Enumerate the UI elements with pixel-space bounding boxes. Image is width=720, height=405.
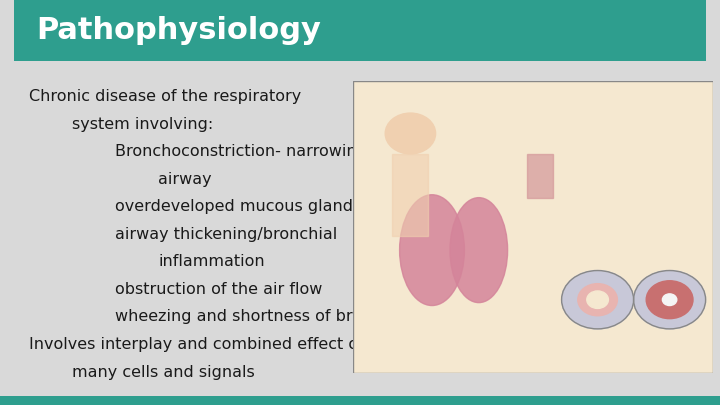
Text: airway: airway: [158, 172, 212, 187]
FancyBboxPatch shape: [353, 81, 713, 373]
Text: many cells and signals: many cells and signals: [72, 364, 255, 379]
Text: wheezing and shortness of breath: wheezing and shortness of breath: [115, 309, 389, 324]
Ellipse shape: [400, 195, 464, 305]
Text: system involving:: system involving:: [72, 117, 213, 132]
Text: Bronchoconstriction- narrowing of: Bronchoconstriction- narrowing of: [115, 144, 387, 159]
Text: obstruction of the air flow: obstruction of the air flow: [115, 282, 323, 297]
Circle shape: [647, 281, 693, 319]
Text: airway thickening/bronchial: airway thickening/bronchial: [115, 227, 338, 242]
FancyArrow shape: [527, 154, 553, 198]
Ellipse shape: [450, 198, 508, 303]
Text: Chronic disease of the respiratory: Chronic disease of the respiratory: [29, 89, 301, 104]
Text: Pathophysiology: Pathophysiology: [36, 16, 321, 45]
Text: Involves interplay and combined effect of: Involves interplay and combined effect o…: [29, 337, 364, 352]
Circle shape: [578, 284, 618, 316]
Circle shape: [385, 113, 436, 154]
Circle shape: [634, 271, 706, 329]
FancyArrow shape: [392, 154, 428, 236]
FancyBboxPatch shape: [14, 0, 706, 61]
Text: overdeveloped mucous glands: overdeveloped mucous glands: [115, 199, 361, 214]
Circle shape: [562, 271, 634, 329]
Circle shape: [587, 291, 608, 309]
Circle shape: [662, 294, 677, 305]
Text: inflammation: inflammation: [158, 254, 265, 269]
